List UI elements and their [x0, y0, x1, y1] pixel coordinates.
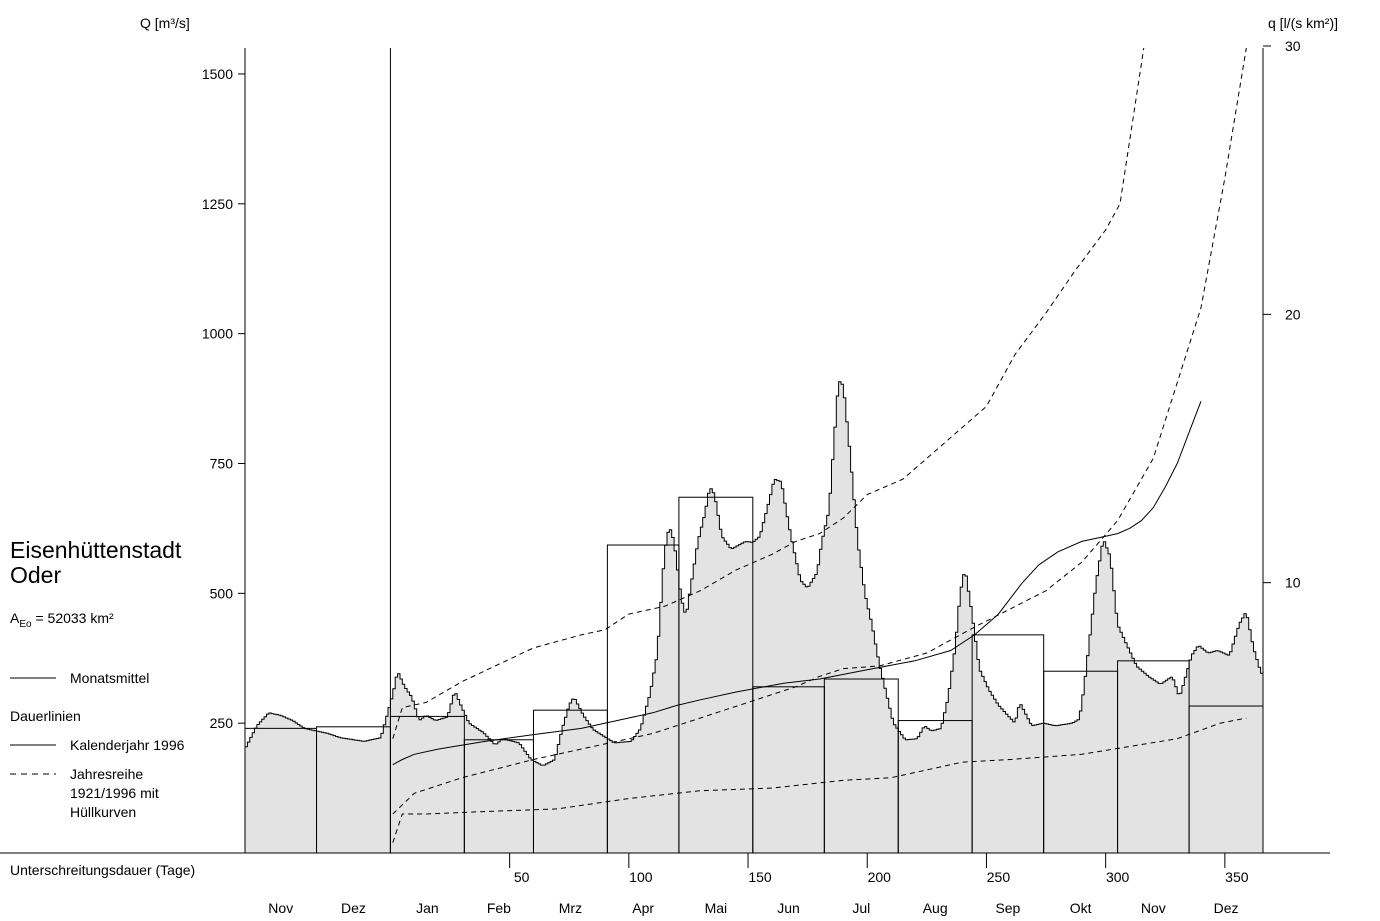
x-day-tick-label: 250 — [987, 869, 1011, 885]
duration-curve-series-upper — [392, 47, 1145, 739]
y-axis-right-label: q [l/(s km²)] — [1268, 15, 1338, 31]
daily-discharge-series — [244, 381, 1264, 854]
legend-series-line2: 1921/1996 mit — [70, 785, 159, 801]
x-day-tick-label: 350 — [1225, 869, 1249, 885]
duration-curve-series-median — [392, 47, 1247, 815]
y-left-tick-label: 750 — [210, 455, 234, 471]
x-day-tick-label: 50 — [514, 869, 530, 885]
month-label: Okt — [1070, 900, 1092, 916]
y-right-tick-label: 30 — [1285, 38, 1301, 54]
y-left-tick-label: 250 — [210, 715, 234, 731]
y-axis-left-label: Q [m³/s] — [140, 15, 190, 31]
month-label: Dez — [341, 900, 366, 916]
area-value: = 52033 km² — [31, 610, 114, 626]
legend-series-line3: Hüllkurven — [70, 804, 137, 820]
month-label: Aug — [923, 900, 948, 916]
area-label: A — [10, 610, 20, 626]
y-left-tick-label: 1000 — [202, 326, 233, 342]
duration-curve-1996 — [392, 401, 1202, 766]
month-label: Jul — [852, 900, 870, 916]
y-right-tick-label: 10 — [1285, 575, 1301, 591]
area-label-sub: Eo — [19, 618, 32, 630]
x-day-tick-label: 100 — [629, 869, 653, 885]
month-label: Apr — [632, 900, 654, 916]
duration-curves — [392, 47, 1247, 843]
catchment-area: AEo = 52033 km² — [10, 610, 114, 630]
legend-duration-title: Dauerlinien — [10, 708, 81, 724]
legend-monthly-mean: Monatsmittel — [70, 670, 150, 686]
duration-curve-series-lower — [392, 717, 1247, 843]
y-right-tick-label: 20 — [1285, 306, 1301, 322]
month-label: Jan — [416, 900, 439, 916]
x-axis-label: Unterschreitungsdauer (Tage) — [10, 862, 195, 878]
month-label: Feb — [487, 900, 511, 916]
y-left-tick-label: 1250 — [202, 196, 233, 212]
station-name-block: Eisenhüttenstadt Oder — [10, 538, 181, 588]
legend-swatches — [10, 677, 56, 775]
y-left-tick-label: 500 — [210, 585, 234, 601]
y-left-tick-label: 1500 — [202, 66, 233, 82]
axes: 250 500 750 1000 1250 1500 10 20 30 50 100 150 200 25… — [0, 38, 1330, 916]
legend-series-line1: Jahresreihe — [70, 766, 144, 782]
legend-calendar-year: Kalenderjahr 1996 — [70, 737, 185, 753]
month-label: Jun — [777, 900, 800, 916]
month-label: Mai — [705, 900, 728, 916]
month-label: Nov — [268, 900, 293, 916]
river-name: Oder — [10, 562, 62, 588]
month-label: Nov — [1141, 900, 1166, 916]
x-day-tick-label: 200 — [868, 869, 892, 885]
x-day-tick-label: 150 — [748, 869, 772, 885]
month-label: Mrz — [559, 900, 582, 916]
month-label: Dez — [1214, 900, 1239, 916]
daily-discharge-area — [244, 381, 1264, 854]
month-label: Sep — [995, 900, 1020, 916]
x-day-tick-label: 300 — [1106, 869, 1130, 885]
station-name: Eisenhüttenstadt — [10, 537, 182, 563]
